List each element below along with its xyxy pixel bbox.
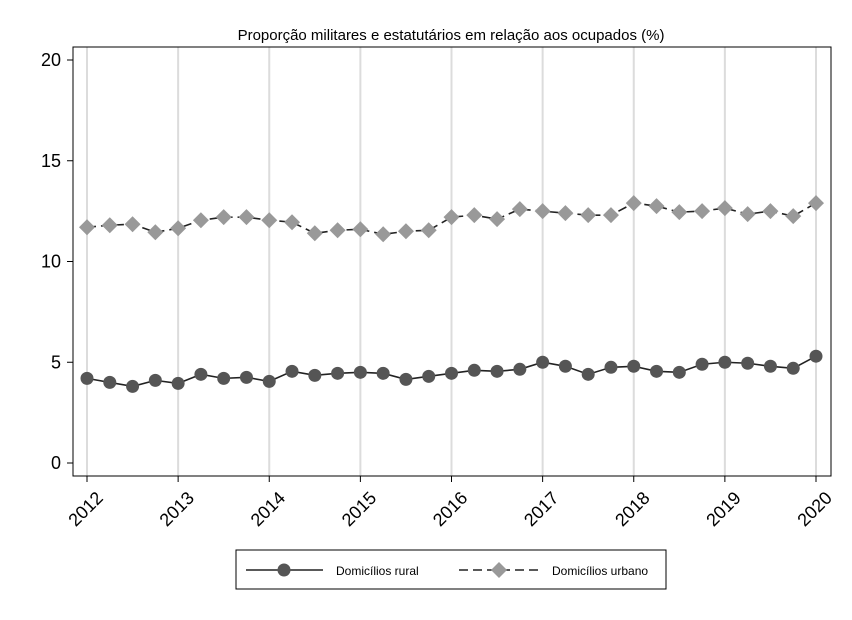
data-point-rural (445, 366, 458, 380)
data-point-rural (513, 362, 527, 376)
data-point-rural (536, 355, 550, 369)
legend: Domicílios rural Domicílios urbano (235, 549, 667, 590)
data-point-urbano (694, 203, 711, 220)
data-point-rural (126, 379, 140, 393)
grid-lines (86, 47, 817, 476)
data-point-rural (399, 372, 413, 386)
data-point-rural (262, 374, 276, 388)
data-point-urbano (329, 222, 346, 239)
data-point-rural (194, 367, 208, 381)
data-point-urbano (648, 198, 665, 215)
data-point-rural (353, 365, 367, 379)
data-point-urbano (420, 222, 437, 239)
legend-label-rural: Domicílios rural (336, 564, 419, 578)
data-point-rural (650, 364, 664, 378)
data-point-urbano (580, 207, 597, 224)
data-point-urbano (170, 220, 187, 237)
data-point-rural (558, 359, 572, 373)
data-point-urbano (375, 226, 392, 243)
data-point-rural (467, 363, 481, 377)
data-point-urbano (238, 209, 255, 226)
series-layer (79, 195, 824, 393)
data-point-rural (672, 365, 686, 379)
data-point-urbano (739, 206, 756, 223)
y-tick-label: 20 (41, 50, 61, 70)
data-point-rural (103, 375, 117, 389)
legend-marker-urbano (491, 562, 507, 578)
data-point-urbano (671, 204, 688, 221)
data-point-urbano (534, 203, 551, 220)
data-point-urbano (511, 201, 528, 218)
data-point-urbano (79, 219, 95, 236)
data-point-rural (217, 371, 231, 385)
data-point-urbano (602, 207, 619, 224)
data-point-urbano (306, 225, 323, 242)
y-tick-label: 0 (51, 453, 61, 473)
data-point-urbano (716, 200, 733, 217)
data-point-urbano (397, 223, 414, 240)
legend-label-urbano: Domicílios urbano (552, 564, 648, 578)
data-point-urbano (101, 217, 118, 234)
y-tick-label: 15 (41, 151, 61, 171)
data-point-rural (422, 369, 436, 383)
data-point-rural (695, 357, 709, 371)
data-point-rural (376, 366, 390, 380)
data-point-rural (809, 349, 823, 363)
data-point-urbano (489, 211, 506, 228)
legend-marker-rural (277, 563, 291, 577)
data-point-rural (718, 355, 732, 369)
data-point-urbano (124, 216, 141, 233)
chart-title: Proporção militares e estatutários em re… (238, 27, 665, 44)
data-point-urbano (261, 212, 278, 229)
data-point-urbano (625, 195, 642, 212)
data-point-urbano (215, 209, 232, 226)
data-point-rural (741, 356, 755, 370)
data-point-urbano (557, 205, 574, 222)
data-point-rural (786, 361, 800, 375)
data-point-urbano (443, 209, 460, 226)
y-tick-label: 5 (51, 352, 61, 372)
y-tick-label: 10 (41, 252, 61, 272)
data-point-rural (331, 366, 345, 380)
data-point-urbano (192, 212, 209, 229)
data-point-rural (171, 376, 185, 390)
data-point-urbano (147, 224, 164, 241)
data-point-urbano (466, 207, 483, 224)
data-point-rural (490, 364, 504, 378)
data-point-rural (763, 359, 777, 373)
data-point-rural (285, 364, 299, 378)
data-point-rural (80, 371, 94, 385)
data-point-urbano (785, 208, 802, 225)
data-point-rural (581, 367, 595, 381)
data-point-rural (239, 370, 253, 384)
data-point-rural (604, 360, 618, 374)
data-point-urbano (284, 214, 301, 231)
data-point-rural (308, 368, 322, 382)
data-point-rural (148, 373, 162, 387)
data-point-urbano (808, 195, 824, 212)
data-point-urbano (352, 221, 369, 238)
data-point-rural (627, 359, 641, 373)
data-point-urbano (762, 203, 779, 220)
